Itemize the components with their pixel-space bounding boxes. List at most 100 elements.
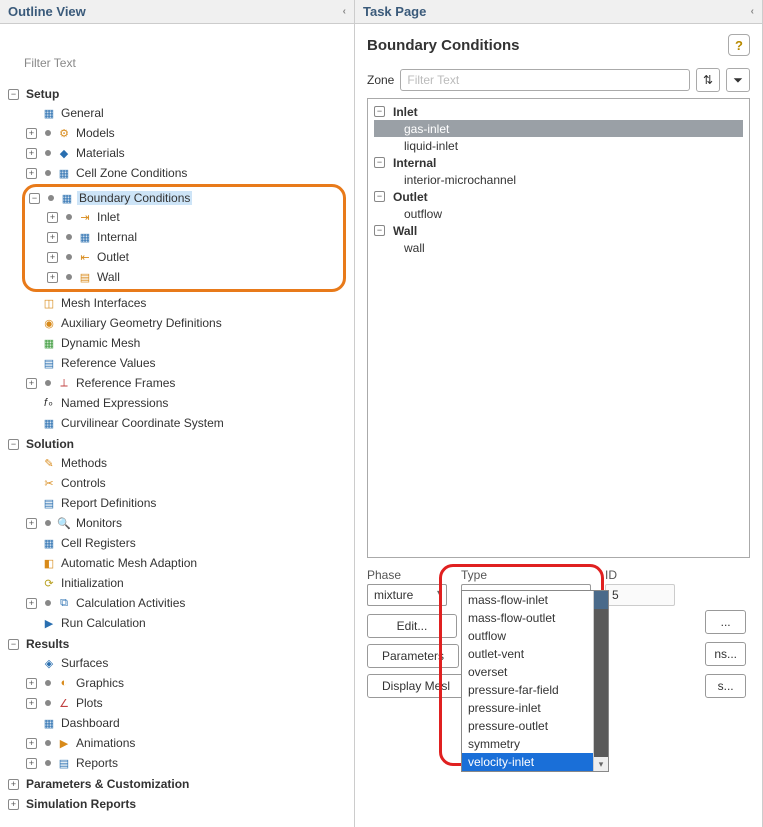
toggle-refframes[interactable]: +: [26, 378, 37, 389]
toggle-internal[interactable]: +: [47, 232, 58, 243]
chevron-left-icon[interactable]: ‹: [751, 6, 754, 17]
zgroup-wall[interactable]: Wall: [391, 224, 419, 238]
tree-namedexpr[interactable]: Named Expressions: [59, 396, 170, 410]
toggle-materials[interactable]: +: [26, 148, 37, 159]
toggle-results[interactable]: −: [8, 639, 19, 650]
tree-init[interactable]: Initialization: [59, 576, 126, 590]
tree-solution[interactable]: Solution: [24, 437, 76, 451]
toggle-solution[interactable]: −: [8, 439, 19, 450]
toggle-wall[interactable]: +: [47, 272, 58, 283]
btn-dots2[interactable]: ns...: [705, 642, 746, 666]
zone-gas-inlet[interactable]: gas-inlet: [374, 120, 743, 137]
toggle-models[interactable]: +: [26, 128, 37, 139]
display-mesh-button[interactable]: Display Mesl: [367, 674, 465, 698]
type-opt[interactable]: mass-flow-outlet: [462, 609, 608, 627]
type-opt[interactable]: pressure-far-field: [462, 681, 608, 699]
toggle-boundary[interactable]: −: [29, 193, 40, 204]
tree-internal[interactable]: Internal: [95, 230, 139, 244]
type-opt[interactable]: outflow: [462, 627, 608, 645]
toggle-setup[interactable]: −: [8, 89, 19, 100]
tree-cellzone[interactable]: Cell Zone Conditions: [74, 166, 189, 180]
zone-outflow[interactable]: outflow: [374, 205, 743, 222]
tree-controls[interactable]: Controls: [59, 476, 108, 490]
zone-liquid-inlet[interactable]: liquid-inlet: [374, 137, 743, 154]
toggle-cellzone[interactable]: +: [26, 168, 37, 179]
type-opt[interactable]: outlet-vent: [462, 645, 608, 663]
boundary-icon: ▦: [60, 191, 74, 205]
type-opt-selected[interactable]: velocity-inlet: [462, 753, 608, 771]
tree-reports[interactable]: Reports: [74, 756, 120, 770]
phase-select[interactable]: mixture: [367, 584, 447, 606]
type-opt[interactable]: symmetry: [462, 735, 608, 753]
type-opt[interactable]: pressure-outlet: [462, 717, 608, 735]
outline-header: Outline View ‹: [0, 0, 354, 24]
tree-calcact[interactable]: Calculation Activities: [74, 596, 187, 610]
tree-wall[interactable]: Wall: [95, 270, 122, 284]
parameters-button[interactable]: Parameters: [367, 644, 459, 668]
ztoggle-wall[interactable]: −: [374, 225, 385, 236]
filter-clear-button[interactable]: ⏷: [726, 68, 750, 92]
tree-models[interactable]: Models: [74, 126, 117, 140]
controls-icon: ✂: [42, 476, 56, 490]
toggle-monitors[interactable]: +: [26, 518, 37, 529]
ztoggle-inlet[interactable]: −: [374, 106, 385, 117]
tree-setup[interactable]: Setup: [24, 87, 61, 101]
outline-title: Outline View: [8, 4, 86, 19]
tree-refframes[interactable]: Reference Frames: [74, 376, 177, 390]
toggle-outlet[interactable]: +: [47, 252, 58, 263]
help-button[interactable]: ?: [728, 34, 750, 56]
tree-reportdef[interactable]: Report Definitions: [59, 496, 158, 510]
task-heading: Boundary Conditions: [367, 37, 520, 54]
toggle-animations[interactable]: +: [26, 738, 37, 749]
tree-animations[interactable]: Animations: [74, 736, 137, 750]
type-opt[interactable]: pressure-inlet: [462, 699, 608, 717]
tree-params[interactable]: Parameters & Customization: [24, 777, 191, 791]
toggle-params[interactable]: +: [8, 779, 19, 790]
tree-surfaces[interactable]: Surfaces: [59, 656, 110, 670]
zgroup-internal[interactable]: Internal: [391, 156, 438, 170]
type-opt[interactable]: overset: [462, 663, 608, 681]
tree-auxgeom[interactable]: Auxiliary Geometry Definitions: [59, 316, 224, 330]
tree-plots[interactable]: Plots: [74, 696, 105, 710]
zone-wall[interactable]: wall: [374, 239, 743, 256]
tree-boundary[interactable]: Boundary Conditions: [77, 191, 192, 205]
chevron-left-icon[interactable]: ‹: [343, 6, 346, 17]
zone-interior[interactable]: interior-microchannel: [374, 171, 743, 188]
tree-dynmesh[interactable]: Dynamic Mesh: [59, 336, 142, 350]
btn-dots3[interactable]: s...: [705, 674, 746, 698]
tree-runcalc[interactable]: Run Calculation: [59, 616, 148, 630]
tree-curvcoord[interactable]: Curvilinear Coordinate System: [59, 416, 226, 430]
toggle-inlet[interactable]: +: [47, 212, 58, 223]
type-opt[interactable]: mass-flow-inlet: [462, 591, 608, 609]
toggle-calcact[interactable]: +: [26, 598, 37, 609]
chevron-down-icon[interactable]: ▾: [594, 757, 608, 771]
tree-graphics[interactable]: Graphics: [74, 676, 126, 690]
tree-refvals[interactable]: Reference Values: [59, 356, 158, 370]
toggle-plots[interactable]: +: [26, 698, 37, 709]
filter-icon-button[interactable]: ⇅: [696, 68, 720, 92]
tree-methods[interactable]: Methods: [59, 456, 109, 470]
zone-filter-input[interactable]: Filter Text: [400, 69, 690, 91]
toggle-simrep[interactable]: +: [8, 799, 19, 810]
zgroup-outlet[interactable]: Outlet: [391, 190, 430, 204]
tree-monitors[interactable]: Monitors: [74, 516, 124, 530]
tree-dashboard[interactable]: Dashboard: [59, 716, 122, 730]
btn-dots1[interactable]: ...: [705, 610, 746, 634]
zgroup-inlet[interactable]: Inlet: [391, 105, 420, 119]
edit-button[interactable]: Edit...: [367, 614, 457, 638]
tree-outlet[interactable]: Outlet: [95, 250, 131, 264]
outline-filter[interactable]: Filter Text: [18, 52, 342, 74]
toggle-graphics[interactable]: +: [26, 678, 37, 689]
tree-automesh[interactable]: Automatic Mesh Adaption: [59, 556, 199, 570]
tree-general[interactable]: General: [59, 106, 106, 120]
tree-inlet[interactable]: Inlet: [95, 210, 122, 224]
toggle-reports[interactable]: +: [26, 758, 37, 769]
ztoggle-internal[interactable]: −: [374, 157, 385, 168]
ztoggle-outlet[interactable]: −: [374, 191, 385, 202]
dropdown-scrollbar[interactable]: ▾: [593, 591, 608, 771]
tree-simrep[interactable]: Simulation Reports: [24, 797, 138, 811]
tree-materials[interactable]: Materials: [74, 146, 127, 160]
tree-results[interactable]: Results: [24, 637, 71, 651]
tree-cellreg[interactable]: Cell Registers: [59, 536, 138, 550]
tree-meshif[interactable]: Mesh Interfaces: [59, 296, 148, 310]
